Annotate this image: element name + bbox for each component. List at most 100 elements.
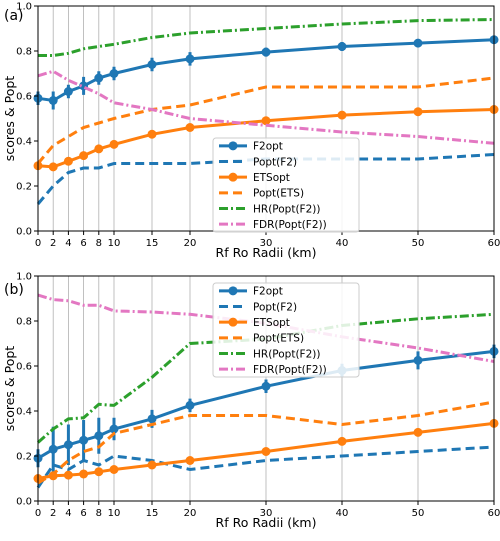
x-tick-label: 40 [336,238,349,249]
x-tick-label: 4 [65,238,71,249]
data-point [48,96,58,105]
x-tick-label: 15 [146,238,159,249]
x-tick-label: 60 [488,238,500,249]
x-tick-label: 30 [260,238,273,249]
series-line [37,400,495,485]
data-point [63,440,73,450]
legend-label: F2opt [253,141,283,153]
y-axis-label: scores & Popt [2,76,17,161]
x-tick-label: 10 [108,508,121,519]
series-4 [38,18,495,57]
x-tick-label: 6 [80,238,86,249]
legend-label: HR(Popt(F2)) [253,348,320,360]
data-point [109,424,119,434]
series-line [37,69,495,145]
legend-label: Popt(ETS) [253,333,304,345]
data-point [109,139,119,149]
x-axis-label: Rf Ro Radii (km) [216,245,317,260]
data-point [147,460,157,470]
x-tick-label: 2 [50,508,56,519]
legend-marker [228,317,238,327]
data-point [109,69,119,78]
legend-label: FDR(Popt(F2)) [253,219,327,231]
legend-label: ETSopt [253,172,290,184]
series-2 [33,105,499,172]
panel-label: (a) [4,8,24,24]
data-point [79,435,89,445]
x-tick-label: 20 [184,508,197,519]
data-point [413,38,423,48]
data-point [94,431,104,441]
legend-label: F2opt [253,286,283,298]
series-5 [37,69,495,145]
y-tick-label: 0.2 [16,452,32,463]
data-point [337,110,347,120]
data-point [261,47,271,57]
y-tick-label: 0.4 [16,407,32,418]
data-point [79,151,89,161]
legend-label: ETSopt [253,317,290,329]
y-tick-label: 0.6 [16,92,32,103]
data-point [185,54,195,64]
x-tick-label: 60 [488,508,500,519]
data-point [94,467,104,477]
x-tick-label: 2 [50,238,56,249]
legend-marker [228,172,238,182]
data-point [109,465,119,474]
panel-0: 0 2 4 6 8 10 15 20 30 40 50 60 0.0 0.2 0.4 0.6 0.8 1.0 Rf … [2,2,500,261]
legend: F2opt Popt(F2) ETSopt Popt(ETS) HR(Popt(F2))… [212,282,360,378]
x-tick-label: 0 [35,238,41,249]
legend-label: HR(Popt(F2)) [253,203,320,215]
data-point [413,355,423,365]
series-3 [37,400,495,485]
x-tick-label: 8 [96,508,102,519]
y-tick-label: 0.8 [16,317,32,328]
data-point [185,123,195,132]
data-point [63,87,73,96]
legend-box [212,137,360,233]
data-point [261,116,271,126]
data-point [337,42,347,51]
legend-label: Popt(F2) [253,156,297,168]
x-tick-label: 20 [184,238,197,249]
series-5 [37,293,495,363]
data-point [48,162,58,172]
legend-label: Popt(ETS) [253,188,304,200]
legend-marker [228,286,238,296]
data-point [147,60,157,69]
legend-marker [228,141,238,151]
series-line [37,293,495,363]
series-line [38,18,495,57]
data-point [147,414,157,424]
legend-box [212,282,360,378]
data-point [94,73,104,83]
x-tick-label: 30 [260,508,273,519]
y-tick-label: 0.0 [16,497,32,508]
series-2 [33,418,499,483]
legend: F2opt Popt(F2) ETSopt Popt(ETS) HR(Popt(F2))… [212,137,360,233]
data-point [261,381,271,391]
panel-1: 0 2 4 6 8 10 15 20 30 40 50 60 0.0 0.2 0.4 0.6 0.8 1.0 Rf … [2,272,500,531]
data-point [337,436,347,446]
y-axis-label: scores & Popt [2,346,17,431]
x-tick-label: 0 [35,508,41,519]
x-tick-label: 10 [108,238,121,249]
data-point [147,129,157,139]
x-tick-label: 50 [412,238,425,249]
x-tick-label: 6 [80,508,86,519]
legend-label: Popt(F2) [253,301,297,313]
data-point [94,144,104,154]
y-tick-label: 1.0 [16,272,32,283]
data-point [261,447,271,456]
x-tick-label: 15 [146,508,159,519]
legend-label: FDR(Popt(F2)) [253,364,327,376]
y-tick-label: 0.2 [16,182,32,193]
y-tick-label: 0.8 [16,47,32,58]
series-1 [36,445,495,489]
data-point [63,156,73,166]
x-tick-label: 40 [336,508,349,519]
x-tick-label: 4 [65,508,71,519]
data-point [48,444,58,454]
